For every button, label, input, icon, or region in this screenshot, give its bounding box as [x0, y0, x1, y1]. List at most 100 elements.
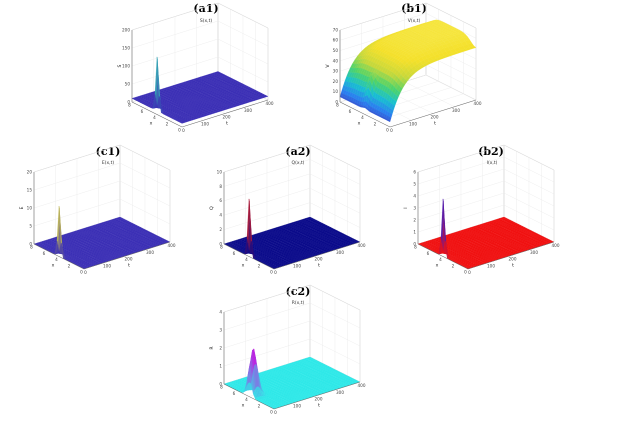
- x-tick-label: 6: [233, 391, 236, 396]
- z-gridline: [131, 20, 269, 49]
- surface: [223, 348, 361, 410]
- x-tick-label: 6: [427, 251, 430, 256]
- z-tick-label: 20: [333, 79, 339, 84]
- t-tick-label: 400: [358, 383, 366, 388]
- t-tick-label: 0: [468, 270, 471, 275]
- surface-patch: [387, 119, 391, 123]
- t-tick-label: 400: [552, 243, 560, 248]
- surface: [223, 198, 361, 270]
- z-gridline: [223, 338, 361, 367]
- z-tick-label: 2: [413, 217, 416, 222]
- x-tick-label: 4: [55, 257, 58, 262]
- surface: [417, 198, 555, 270]
- t-tick-label: 200: [431, 115, 439, 120]
- t-tick-label: 0: [182, 128, 185, 133]
- z-gridline: [33, 162, 171, 191]
- z-tick-label: 1: [413, 229, 416, 234]
- z-gridline: [417, 180, 555, 209]
- z-tick-label: 10: [217, 169, 223, 174]
- z-tick-label: 6: [413, 169, 416, 174]
- z-tick-label: 3: [413, 205, 416, 210]
- z-tick-label: 4: [219, 309, 222, 314]
- x-tick-label: 0: [80, 270, 83, 275]
- t-tick-label: 400: [474, 101, 482, 106]
- z-tick-label: 0: [219, 241, 222, 246]
- x-axis-label: x: [242, 264, 245, 269]
- floor-axes: [223, 381, 361, 410]
- x-axis-label: x: [358, 122, 361, 127]
- x-tick-label: 6: [233, 251, 236, 256]
- x-tick-label: 6: [43, 251, 46, 256]
- x-tick-label: 0: [178, 128, 181, 133]
- t-tick-label: 400: [358, 243, 366, 248]
- z-tick-label: 5: [413, 181, 416, 186]
- z-tick-label: 0: [413, 241, 416, 246]
- t-axis-label: t: [226, 121, 228, 127]
- panel-label-b1: (b1): [401, 2, 427, 15]
- surface: [33, 206, 171, 270]
- floor-axes: [417, 241, 555, 270]
- floor-axes: [339, 99, 477, 128]
- z-gridline: [33, 180, 171, 209]
- t-tick-label: 300: [530, 250, 538, 255]
- z-tick-label: 2: [219, 227, 222, 232]
- z-gridline: [417, 192, 555, 221]
- t-axis-label: t: [434, 121, 436, 127]
- z-gridline: [417, 168, 555, 197]
- x-tick-label: 4: [153, 115, 156, 120]
- x-tick-label: 2: [374, 121, 377, 126]
- t-tick-label: 0: [84, 270, 87, 275]
- t-tick-label: 200: [223, 115, 231, 120]
- t-tick-label: 100: [487, 263, 495, 268]
- floor-axes: [223, 241, 361, 270]
- x-tick-label: 4: [245, 397, 248, 402]
- z-gridline: [131, 38, 269, 67]
- z-axis-label: I: [403, 207, 409, 208]
- x-axis-label: x: [242, 404, 245, 409]
- t-tick-label: 100: [103, 263, 111, 268]
- t-tick-label: 300: [244, 108, 252, 113]
- z-axis-label: Q: [209, 206, 215, 210]
- t-tick-label: 400: [168, 243, 176, 248]
- x-tick-label: 8: [336, 103, 339, 108]
- z-tick-label: 200: [122, 27, 130, 32]
- x-tick-label: 2: [452, 263, 455, 268]
- plot-title: V(x,t): [408, 18, 421, 24]
- t-tick-label: 100: [293, 403, 301, 408]
- t-tick-label: 0: [274, 270, 277, 275]
- plot-title: S(x,t): [200, 18, 212, 24]
- t-tick-label: 300: [336, 250, 344, 255]
- x-tick-label: 8: [220, 385, 223, 390]
- x-tick-label: 0: [464, 270, 467, 275]
- t-tick-label: 400: [266, 101, 274, 106]
- t-axis-label: t: [318, 263, 320, 269]
- x-tick-label: 2: [258, 403, 261, 408]
- z-tick-label: 5: [29, 223, 32, 228]
- x-tick-label: 6: [349, 109, 352, 114]
- t-tick-label: 300: [452, 108, 460, 113]
- z-tick-label: 3: [219, 327, 222, 332]
- surface-patch: [179, 122, 183, 124]
- surface: [131, 56, 269, 124]
- t-tick-label: 200: [125, 257, 133, 262]
- z-gridline: [223, 302, 361, 331]
- plot-title: I(x,t): [487, 160, 498, 166]
- z-gridline: [223, 173, 361, 201]
- t-tick-label: 200: [315, 257, 323, 262]
- z-tick-label: 15: [27, 187, 33, 192]
- z-tick-label: 150: [122, 45, 130, 50]
- z-tick-label: 40: [333, 58, 339, 63]
- z-tick-label: 4: [219, 213, 222, 218]
- t-tick-label: 100: [409, 121, 417, 126]
- z-tick-label: 50: [333, 48, 339, 53]
- z-tick-label: 60: [333, 38, 339, 43]
- plot-title: Q(x,t): [292, 160, 305, 166]
- t-tick-label: 0: [274, 410, 277, 415]
- x-tick-label: 2: [68, 263, 71, 268]
- z-tick-label: 10: [333, 89, 339, 94]
- z-tick-label: 4: [413, 193, 416, 198]
- z-gridline: [223, 188, 361, 216]
